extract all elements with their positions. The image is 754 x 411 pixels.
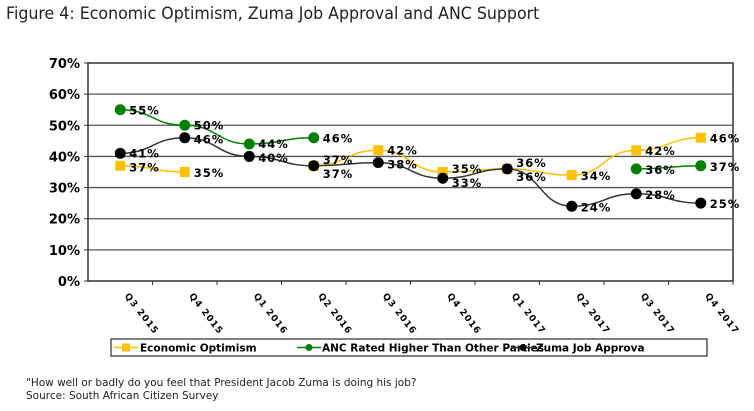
legend-zuma-marker (519, 344, 527, 351)
zuma-data-label: 33% (452, 176, 483, 190)
zuma-data-label: 28% (645, 188, 676, 202)
econ-data-label: 42% (387, 143, 418, 157)
anc-data-label: 36% (645, 163, 676, 177)
x-tick-label: Q4 2015 (186, 292, 224, 337)
econ-data-label: 42% (645, 144, 676, 158)
anc-point (114, 104, 126, 116)
econ-point (115, 160, 126, 171)
econ-data-label: 37% (129, 161, 160, 175)
econ-data-label: 35% (194, 166, 225, 180)
x-tick-label: Q4 2017 (702, 292, 740, 337)
zuma-data-label: 41% (129, 147, 160, 161)
anc-point (695, 160, 707, 172)
anc-data-label: 55% (129, 104, 160, 118)
econ-point (373, 145, 384, 156)
econ-data-label: 46% (710, 132, 741, 146)
zuma-point (308, 160, 320, 172)
zuma-point (501, 163, 513, 175)
legend (110, 338, 708, 357)
y-tick-label: 40% (49, 150, 80, 165)
zuma-point (630, 188, 642, 200)
x-tick-label: Q1 2017 (509, 292, 547, 337)
anc-data-label: 50% (194, 119, 225, 133)
x-tick-label: Q4 2016 (444, 292, 482, 337)
x-tick-label: Q3 2015 (122, 292, 160, 337)
zuma-point (372, 157, 384, 169)
zuma-point (437, 172, 449, 184)
legend-anc-label: ANC Rated Higher Than Other Parties (322, 343, 544, 355)
anc-data-label: 37% (710, 160, 741, 174)
econ-point (695, 132, 706, 143)
footnote-question: "How well or badly do you feel that Pres… (26, 377, 417, 389)
legend-econ-label: Economic Optimism (140, 343, 257, 355)
anc-point (243, 138, 255, 150)
chart-title: Figure 4: Economic Optimism, Zuma Job Ap… (6, 4, 540, 24)
x-tick-label: Q3 2017 (638, 292, 676, 337)
footnote-source: Source: South African Citizen Survey (26, 390, 219, 402)
y-tick-label: 30% (49, 182, 80, 197)
anc-point (308, 132, 320, 144)
econ-data-label: 36% (516, 156, 547, 170)
anc-data-label: 46% (323, 132, 354, 146)
x-tick-label: Q3 2016 (380, 292, 418, 337)
econ-point (566, 170, 577, 181)
y-tick-label: 0% (58, 275, 80, 290)
zuma-point (695, 197, 707, 209)
legend-zuma-label: Zuma Job Approva (536, 343, 645, 355)
x-tick-label: Q2 2016 (315, 292, 353, 337)
anc-line (120, 108, 314, 145)
zuma-point (243, 150, 255, 162)
zuma-data-label: 40% (258, 151, 289, 165)
anc-line (636, 165, 701, 170)
zuma-line (120, 136, 701, 208)
zuma-data-label: 38% (387, 157, 418, 171)
x-tick-label: Q2 2017 (573, 292, 611, 337)
y-tick-label: 60% (49, 88, 80, 103)
legend-anc-marker (305, 344, 313, 351)
zuma-data-label: 36% (516, 170, 547, 184)
zuma-data-label: 24% (581, 200, 612, 214)
legend-econ-marker (122, 343, 130, 352)
econ-data-label: 37% (323, 153, 354, 167)
econ-point (179, 167, 190, 177)
y-tick-label: 70% (49, 57, 80, 72)
econ-data-label: 35% (452, 162, 483, 176)
y-tick-label: 20% (49, 213, 80, 228)
anc-data-label: 44% (258, 137, 289, 151)
anc-point (179, 119, 191, 131)
econ-data-label: 34% (581, 169, 612, 183)
econ-line (120, 165, 185, 173)
y-tick-label: 50% (49, 119, 80, 134)
x-tick-label: Q1 2016 (251, 292, 289, 337)
anc-point (630, 163, 642, 175)
econ-point (437, 167, 448, 177)
plot-area (87, 62, 734, 282)
y-tick-label: 10% (49, 244, 80, 259)
zuma-point (179, 132, 191, 144)
zuma-data-label: 37% (323, 167, 354, 181)
zuma-data-label: 25% (710, 197, 741, 211)
zuma-data-label: 46% (194, 133, 225, 147)
zuma-point (566, 200, 578, 212)
econ-point (631, 145, 642, 156)
zuma-point (114, 147, 126, 159)
